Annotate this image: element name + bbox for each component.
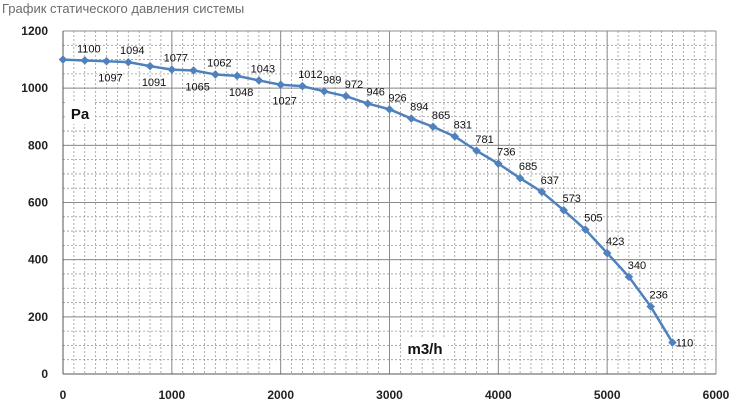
data-point: [123, 57, 133, 67]
y-tick-label: 600: [28, 196, 48, 210]
data-label: 1048: [229, 87, 253, 99]
data-point: [298, 81, 307, 91]
data-point: [80, 56, 90, 65]
data-point: [211, 70, 220, 79]
data-label: 1094: [120, 45, 144, 57]
x-axis-label-bg: [402, 337, 448, 359]
data-label: 781: [475, 134, 493, 146]
data-point: [341, 91, 351, 101]
x-tick-label: 2000: [267, 388, 294, 402]
data-point: [102, 56, 111, 66]
data-label: 926: [388, 92, 406, 104]
y-tick-label: 1200: [21, 24, 48, 38]
data-point: [668, 338, 677, 347]
x-tick-label: 6000: [703, 388, 730, 402]
data-label: 1027: [272, 96, 296, 108]
data-point: [537, 187, 547, 197]
data-label: 1097: [98, 72, 122, 84]
data-point: [363, 99, 373, 108]
data-label: 989: [323, 74, 341, 86]
data-point: [646, 302, 656, 311]
data-label: 865: [432, 110, 450, 122]
data-label: 1091: [142, 77, 166, 89]
data-point: [167, 65, 177, 74]
data-point: [581, 225, 590, 235]
data-label: 894: [410, 101, 428, 113]
data-point: [189, 66, 198, 75]
data-label: 972: [345, 79, 363, 91]
data-point: [450, 132, 460, 141]
x-tick-label: 3000: [376, 388, 403, 402]
data-label: 573: [562, 193, 580, 205]
y-axis-label-bg: [66, 102, 94, 124]
data-point: [559, 205, 568, 215]
data-label: 505: [584, 213, 602, 225]
data-label: 1012: [298, 69, 322, 81]
data-point: [428, 122, 438, 132]
data-label: 736: [497, 147, 515, 159]
x-tick-label: 5000: [594, 388, 621, 402]
y-axis-label: Pa: [71, 106, 90, 123]
data-point: [406, 114, 416, 123]
chart-title: График статического давления системы: [2, 1, 245, 16]
y-tick-label: 800: [28, 138, 48, 152]
data-point: [254, 76, 264, 85]
data-point: [472, 146, 481, 156]
data-point: [232, 71, 242, 81]
data-point: [385, 104, 394, 114]
data-label: 1100: [77, 43, 101, 55]
y-tick-label: 400: [28, 253, 48, 267]
x-axis-label: m3/h: [407, 341, 442, 358]
data-label: 637: [541, 175, 559, 187]
x-tick-label: 0: [60, 388, 67, 402]
data-label: 1077: [164, 53, 188, 65]
data-label: 236: [650, 290, 668, 302]
data-label: 340: [628, 260, 646, 272]
data-label: 110: [676, 338, 694, 350]
data-point: [145, 61, 155, 71]
y-tick-label: 200: [28, 310, 48, 324]
data-point: [602, 248, 612, 258]
x-tick-label: 1000: [158, 388, 185, 402]
data-point: [276, 80, 286, 90]
y-tick-label: 1000: [21, 81, 48, 95]
data-point: [58, 55, 68, 64]
data-label: 831: [454, 119, 472, 131]
data-label: 946: [367, 87, 385, 99]
data-point: [624, 272, 634, 282]
data-label: 685: [519, 161, 537, 173]
data-label: 1065: [185, 81, 209, 93]
data-point: [515, 173, 525, 183]
y-tick-label: 0: [41, 367, 48, 381]
data-point: [493, 159, 503, 168]
data-label: 423: [606, 236, 624, 248]
data-label: 1062: [207, 57, 231, 69]
data-label: 1043: [251, 63, 275, 75]
data-point: [319, 86, 329, 96]
x-tick-label: 4000: [485, 388, 512, 402]
